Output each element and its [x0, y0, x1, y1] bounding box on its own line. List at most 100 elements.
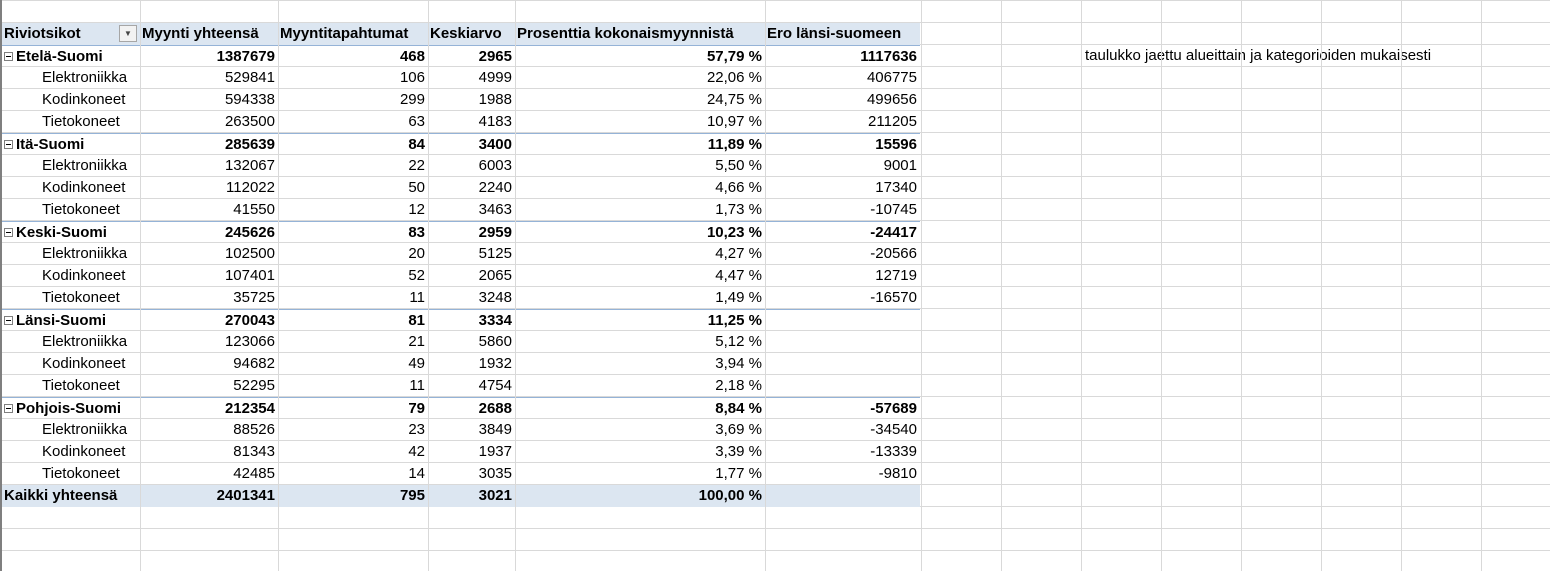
note-cell[interactable]: taulukko jaettu alueittain ja kategorioi…	[1085, 47, 1432, 64]
row-label-cell[interactable]: Kodinkoneet	[2, 89, 140, 111]
sales-count-cell[interactable]: 84	[278, 134, 428, 156]
sales-count-cell[interactable]: 12	[278, 199, 428, 221]
diff-vs-lansi-cell[interactable]: 15596	[765, 134, 920, 156]
sales-total-cell[interactable]: 123066	[140, 331, 278, 353]
average-cell[interactable]: 3248	[428, 287, 515, 309]
sales-total-cell[interactable]: 285639	[140, 134, 278, 156]
row-label-cell[interactable]: Etelä-Suomi	[2, 46, 140, 68]
diff-vs-lansi-cell[interactable]: -13339	[765, 441, 920, 463]
row-label-cell[interactable]: Elektroniikka	[2, 419, 140, 441]
average-cell[interactable]: 6003	[428, 155, 515, 177]
sales-total-cell[interactable]: 132067	[140, 155, 278, 177]
diff-vs-lansi-cell[interactable]: 1117636	[765, 46, 920, 68]
sales-total-cell[interactable]: 81343	[140, 441, 278, 463]
percent-of-total-cell[interactable]: 3,69 %	[515, 419, 765, 441]
pivot-table[interactable]: Riviotsikot Myynti yhteensä Myyntitapahtum…	[2, 23, 920, 507]
average-cell[interactable]: 5860	[428, 331, 515, 353]
row-label-cell[interactable]: Keski-Suomi	[2, 222, 140, 244]
sales-total-cell[interactable]: 52295	[140, 375, 278, 397]
row-label-cell[interactable]: Pohjois-Suomi	[2, 398, 140, 420]
sales-count-cell[interactable]: 42	[278, 441, 428, 463]
row-label-cell[interactable]: Tietokoneet	[2, 463, 140, 485]
diff-vs-lansi-cell[interactable]: 499656	[765, 89, 920, 111]
percent-of-total-cell[interactable]: 2,18 %	[515, 375, 765, 397]
diff-vs-lansi-cell[interactable]: -16570	[765, 287, 920, 309]
diff-vs-lansi-cell[interactable]: -9810	[765, 463, 920, 485]
diff-vs-lansi-cell[interactable]: 17340	[765, 177, 920, 199]
sales-count-cell[interactable]: 21	[278, 331, 428, 353]
sales-total-cell[interactable]: 245626	[140, 222, 278, 244]
diff-vs-lansi-cell[interactable]: Ero länsi-suomeen	[765, 23, 920, 45]
sales-count-cell[interactable]: 49	[278, 353, 428, 375]
average-cell[interactable]: 2965	[428, 46, 515, 68]
percent-of-total-cell[interactable]: 1,73 %	[515, 199, 765, 221]
average-cell[interactable]: 1937	[428, 441, 515, 463]
percent-of-total-cell[interactable]: 10,23 %	[515, 222, 765, 244]
diff-vs-lansi-cell[interactable]	[765, 353, 920, 375]
percent-of-total-cell[interactable]: 3,94 %	[515, 353, 765, 375]
average-cell[interactable]: 4754	[428, 375, 515, 397]
row-label-cell[interactable]: Tietokoneet	[2, 199, 140, 221]
average-cell[interactable]: 2959	[428, 222, 515, 244]
sales-total-cell[interactable]: 594338	[140, 89, 278, 111]
average-cell[interactable]: 3849	[428, 419, 515, 441]
sales-total-cell[interactable]: 88526	[140, 419, 278, 441]
diff-vs-lansi-cell[interactable]: 211205	[765, 111, 920, 133]
row-label-cell[interactable]: Riviotsikot	[2, 23, 140, 45]
percent-of-total-cell[interactable]: 22,06 %	[515, 67, 765, 89]
sales-total-cell[interactable]: Myynti yhteensä	[140, 23, 278, 45]
sales-total-cell[interactable]: 270043	[140, 310, 278, 332]
average-cell[interactable]: 4183	[428, 111, 515, 133]
diff-vs-lansi-cell[interactable]: -20566	[765, 243, 920, 265]
sales-count-cell[interactable]: 52	[278, 265, 428, 287]
percent-of-total-cell[interactable]: 4,66 %	[515, 177, 765, 199]
collapse-minus-icon[interactable]	[4, 403, 13, 413]
percent-of-total-cell[interactable]: Prosenttia kokonaismyynnistä	[515, 23, 765, 45]
collapse-minus-icon[interactable]	[4, 227, 13, 237]
average-cell[interactable]: 2065	[428, 265, 515, 287]
sales-total-cell[interactable]: 2401341	[140, 485, 278, 507]
row-label-cell[interactable]: Elektroniikka	[2, 331, 140, 353]
sales-total-cell[interactable]: 102500	[140, 243, 278, 265]
percent-of-total-cell[interactable]: 5,50 %	[515, 155, 765, 177]
diff-vs-lansi-cell[interactable]: 12719	[765, 265, 920, 287]
average-cell[interactable]: 2240	[428, 177, 515, 199]
sales-count-cell[interactable]: 23	[278, 419, 428, 441]
percent-of-total-cell[interactable]: 4,27 %	[515, 243, 765, 265]
row-label-cell[interactable]: Tietokoneet	[2, 111, 140, 133]
filter-dropdown-icon[interactable]: ▼	[119, 25, 137, 42]
row-label-cell[interactable]: Kodinkoneet	[2, 177, 140, 199]
sales-count-cell[interactable]: 79	[278, 398, 428, 420]
row-label-cell[interactable]: Kodinkoneet	[2, 441, 140, 463]
sales-count-cell[interactable]: 83	[278, 222, 428, 244]
sales-count-cell[interactable]: 20	[278, 243, 428, 265]
average-cell[interactable]: 5125	[428, 243, 515, 265]
percent-of-total-cell[interactable]: 5,12 %	[515, 331, 765, 353]
percent-of-total-cell[interactable]: 1,77 %	[515, 463, 765, 485]
sales-total-cell[interactable]: 42485	[140, 463, 278, 485]
row-label-cell[interactable]: Elektroniikka	[2, 243, 140, 265]
average-cell[interactable]: 3035	[428, 463, 515, 485]
sales-total-cell[interactable]: 1387679	[140, 46, 278, 68]
average-cell[interactable]: 3021	[428, 485, 515, 507]
average-cell[interactable]: 4999	[428, 67, 515, 89]
diff-vs-lansi-cell[interactable]: 9001	[765, 155, 920, 177]
sales-count-cell[interactable]: 81	[278, 310, 428, 332]
diff-vs-lansi-cell[interactable]: -10745	[765, 199, 920, 221]
sales-count-cell[interactable]: 468	[278, 46, 428, 68]
row-label-cell[interactable]: Kodinkoneet	[2, 265, 140, 287]
diff-vs-lansi-cell[interactable]: 406775	[765, 67, 920, 89]
row-label-cell[interactable]: Länsi-Suomi	[2, 310, 140, 332]
average-cell[interactable]: 3463	[428, 199, 515, 221]
average-cell[interactable]: 3400	[428, 134, 515, 156]
percent-of-total-cell[interactable]: 24,75 %	[515, 89, 765, 111]
average-cell[interactable]: 3334	[428, 310, 515, 332]
sales-total-cell[interactable]: 263500	[140, 111, 278, 133]
average-cell[interactable]: 1932	[428, 353, 515, 375]
row-label-cell[interactable]: Elektroniikka	[2, 67, 140, 89]
sales-total-cell[interactable]: 112022	[140, 177, 278, 199]
sales-total-cell[interactable]: 94682	[140, 353, 278, 375]
sales-total-cell[interactable]: 107401	[140, 265, 278, 287]
diff-vs-lansi-cell[interactable]	[765, 485, 920, 507]
